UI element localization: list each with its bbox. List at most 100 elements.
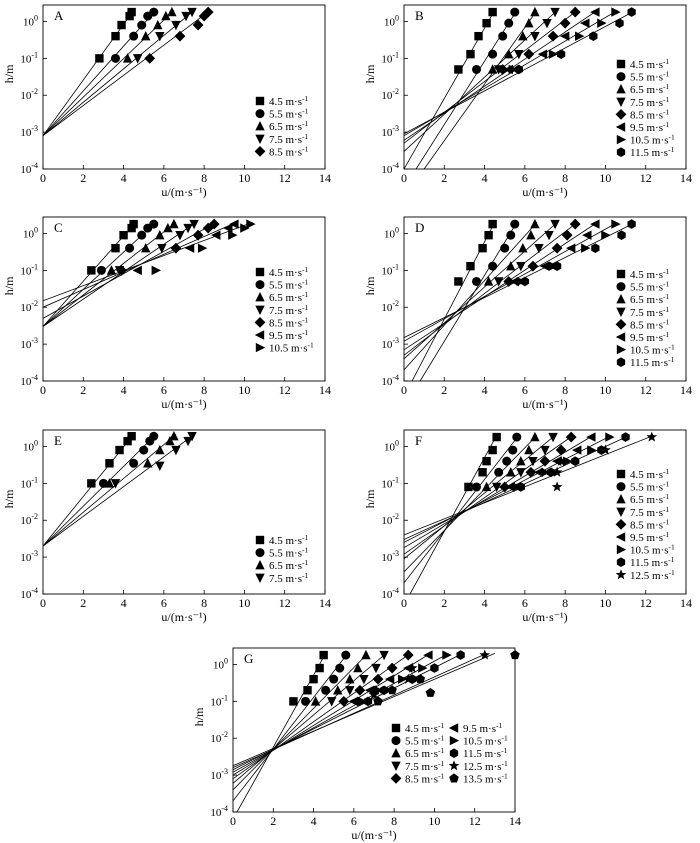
- data-point-hexagon: [617, 230, 626, 240]
- data-point-triangle-up: [163, 222, 173, 233]
- data-point-circle: [488, 49, 498, 59]
- data-point-circle: [129, 31, 139, 41]
- x-tick-label: 8: [562, 383, 568, 397]
- data-point-triangle-left: [423, 650, 433, 660]
- data-point-triangle-down: [175, 230, 185, 241]
- x-tick-label: 6: [522, 383, 528, 397]
- legend-marker-triangle-up: [255, 121, 265, 131]
- plot-frame: [403, 216, 687, 382]
- y-tick-label: 10-1: [20, 475, 38, 490]
- legend-marker-hexagon: [616, 557, 626, 567]
- data-point-triangle-down: [371, 663, 381, 674]
- x-tick-label: 10: [238, 171, 250, 185]
- fit-line-circle: [43, 222, 157, 327]
- data-point-triangle-left: [586, 432, 596, 442]
- y-tick-label: 10-1: [381, 262, 399, 277]
- data-point-triangle-up: [153, 19, 163, 30]
- x-tick-label: 4: [482, 383, 488, 397]
- data-point-triangle-left: [132, 265, 142, 276]
- x-axis-label: u/(m·s⁻¹): [522, 397, 567, 411]
- data-point-diamond: [208, 218, 220, 230]
- x-tick-label: 10: [599, 383, 611, 397]
- data-point-triangle-down: [544, 230, 554, 241]
- y-tick-label: 100: [23, 438, 38, 453]
- data-point-square: [127, 432, 136, 441]
- x-axis-label: u/(m·s⁻¹): [161, 185, 206, 199]
- x-tick-label: 2: [80, 596, 86, 610]
- data-point-triangle-right: [597, 18, 607, 28]
- data-point-triangle-up: [530, 431, 540, 442]
- data-point-hexagon: [379, 685, 389, 696]
- legend: 4.5 m·s-15.5 m·s-16.5 m·s-17.5 m·s-18.5 …: [390, 721, 508, 785]
- legend-marker-circle: [255, 548, 265, 558]
- data-point-circle: [321, 685, 331, 695]
- legend-label: 6.5 m·s-1: [269, 290, 308, 304]
- fit-line-triangle-up: [43, 10, 175, 136]
- data-point-triangle-right: [442, 650, 452, 660]
- y-tick-label: 10-2: [381, 87, 399, 102]
- data-point-triangle-right: [357, 696, 368, 707]
- legend-label: 4.5 m·s-1: [630, 57, 669, 71]
- data-point-triangle-up: [526, 229, 536, 240]
- data-point-triangle-left: [590, 219, 600, 229]
- legend-marker-diamond: [615, 519, 627, 530]
- legend-label: 7.5 m·s-1: [269, 303, 308, 317]
- legend-marker-circle: [616, 482, 626, 492]
- legend: 4.5 m·s-15.5 m·s-16.5 m·s-17.5 m·s-18.5 …: [615, 57, 675, 159]
- legend-label: 6.5 m·s-1: [630, 82, 669, 96]
- data-point-square: [488, 445, 497, 455]
- legend-label: 10.5 m·s-1: [630, 133, 675, 147]
- legend-marker-star: [448, 760, 460, 771]
- x-tick-label: 0: [401, 383, 407, 397]
- data-point-diamond: [386, 662, 398, 674]
- legend-marker-diamond: [390, 773, 402, 784]
- x-tick-label: 14: [509, 814, 521, 828]
- y-tick-label: 10-1: [20, 262, 38, 277]
- data-point-circle: [329, 674, 339, 684]
- x-axis-label: u/(m·s⁻¹): [161, 610, 206, 624]
- x-tick-label: 0: [401, 596, 407, 610]
- legend-label: 8.5 m·s-1: [630, 317, 669, 331]
- fit-line-square: [409, 435, 498, 594]
- legend-marker-triangle-down: [391, 761, 401, 771]
- x-tick-label: 2: [270, 814, 276, 828]
- data-point-triangle-down: [542, 18, 552, 29]
- legend-label: 11.5 m·s-1: [463, 746, 508, 760]
- fit-line-triangle-left: [404, 10, 598, 141]
- x-axis-label: u/(m·s⁻¹): [522, 185, 567, 199]
- legend: 4.5 m·s-15.5 m·s-16.5 m·s-17.5 m·s-1: [255, 533, 308, 585]
- data-point-diamond: [170, 242, 182, 254]
- data-point-triangle-up: [161, 10, 171, 21]
- x-tick-label: 10: [238, 596, 250, 610]
- legend-marker-circle: [255, 280, 265, 290]
- legend-label: 8.5 m·s-1: [630, 107, 669, 121]
- data-point-triangle-right: [575, 31, 585, 41]
- data-point-triangle-down: [187, 7, 197, 18]
- data-point-triangle-left: [539, 261, 550, 271]
- x-tick-label: 8: [201, 596, 207, 610]
- x-tick-label: 10: [599, 171, 611, 185]
- fit-line-triangle-left: [233, 653, 431, 776]
- legend-label: 6.5 m·s-1: [269, 558, 308, 572]
- data-point-triangle-up: [333, 685, 343, 695]
- x-tick-label: 12: [279, 383, 291, 397]
- data-point-diamond: [402, 649, 414, 661]
- data-point-triangle-up: [524, 444, 534, 455]
- data-point-circle: [506, 230, 516, 240]
- data-point-square: [478, 243, 487, 253]
- data-point-triangle-up: [506, 260, 516, 271]
- y-axis-label: h/m: [363, 489, 377, 508]
- x-tick-label: 4: [311, 814, 317, 828]
- legend-label: 7.5 m·s-1: [630, 305, 669, 319]
- data-point-triangle-down: [379, 650, 389, 661]
- y-tick-label: 10-1: [381, 50, 399, 65]
- x-tick-label: 0: [40, 171, 46, 185]
- data-point-circle: [508, 445, 518, 455]
- legend-label: 6.5 m·s-1: [405, 746, 444, 760]
- legend-marker-triangle-left: [254, 330, 265, 340]
- data-point-square: [129, 219, 138, 229]
- legend-label: 9.5 m·s-1: [630, 330, 669, 344]
- x-tick-label: 8: [201, 383, 207, 397]
- data-point-triangle-left: [364, 685, 375, 695]
- x-tick-label: 10: [428, 814, 440, 828]
